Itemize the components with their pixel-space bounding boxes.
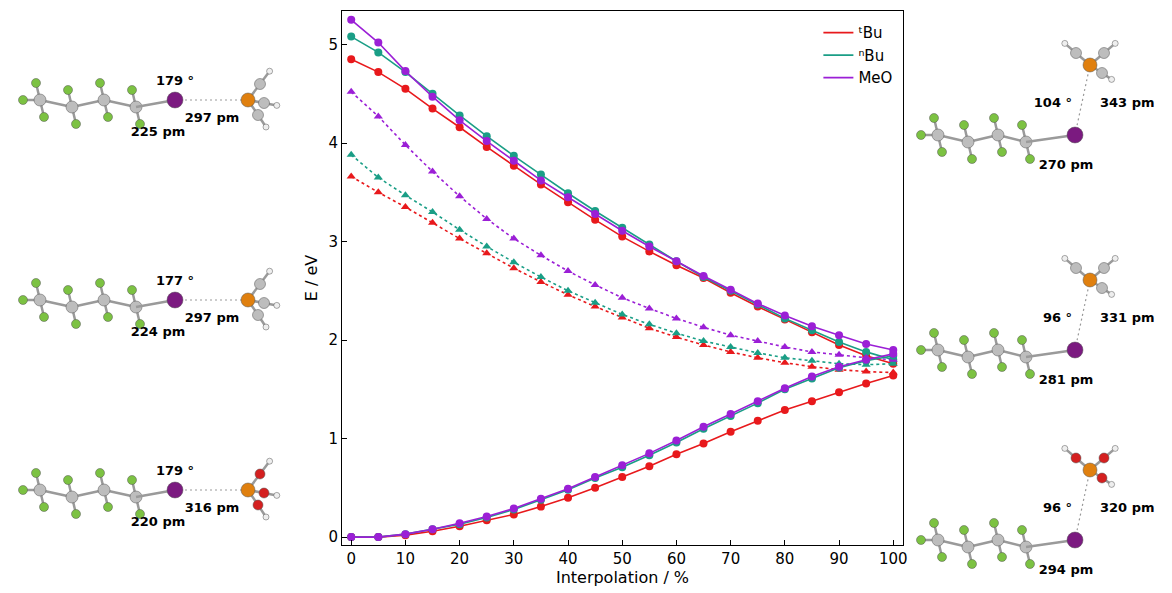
svg-text:5: 5 — [328, 36, 338, 54]
svg-text:96 °: 96 ° — [1043, 310, 1072, 325]
svg-text:177 °: 177 ° — [156, 273, 194, 288]
svg-text:224 pm: 224 pm — [131, 324, 186, 339]
svg-text:343 pm: 343 pm — [1100, 95, 1155, 110]
svg-text:70: 70 — [721, 550, 740, 568]
svg-text:ⁿBu: ⁿBu — [858, 47, 884, 65]
svg-text:Interpolation / %: Interpolation / % — [556, 568, 689, 587]
svg-text:E / eV: E / eV — [302, 255, 321, 302]
svg-text:294 pm: 294 pm — [1039, 562, 1094, 577]
svg-text:2: 2 — [328, 331, 338, 349]
svg-text:30: 30 — [504, 550, 523, 568]
svg-text:50: 50 — [613, 550, 632, 568]
svg-text:MeO: MeO — [858, 69, 892, 87]
svg-text:281 pm: 281 pm — [1039, 372, 1094, 387]
svg-text:100: 100 — [879, 550, 908, 568]
svg-text:104 °: 104 ° — [1034, 95, 1072, 110]
svg-text:40: 40 — [558, 550, 577, 568]
svg-text:179 °: 179 ° — [156, 73, 194, 88]
svg-text:10: 10 — [396, 550, 415, 568]
svg-text:297 pm: 297 pm — [185, 110, 240, 125]
svg-text:90: 90 — [829, 550, 848, 568]
svg-text:320 pm: 320 pm — [1100, 500, 1155, 515]
svg-text:331 pm: 331 pm — [1100, 310, 1155, 325]
svg-text:316 pm: 316 pm — [185, 500, 240, 515]
svg-text:60: 60 — [667, 550, 686, 568]
svg-text:270 pm: 270 pm — [1039, 157, 1094, 172]
svg-text:0: 0 — [328, 528, 338, 546]
svg-text:96 °: 96 ° — [1043, 500, 1072, 515]
svg-text:1: 1 — [328, 430, 338, 448]
svg-text:179 °: 179 ° — [156, 463, 194, 478]
svg-text:0: 0 — [346, 550, 356, 568]
svg-text:3: 3 — [328, 233, 338, 251]
svg-text:220 pm: 220 pm — [131, 514, 186, 529]
svg-text:ᵗBu: ᵗBu — [858, 24, 882, 42]
svg-text:4: 4 — [328, 134, 338, 152]
svg-text:80: 80 — [775, 550, 794, 568]
svg-text:297 pm: 297 pm — [185, 310, 240, 325]
svg-text:20: 20 — [450, 550, 469, 568]
svg-text:225 pm: 225 pm — [131, 124, 186, 139]
